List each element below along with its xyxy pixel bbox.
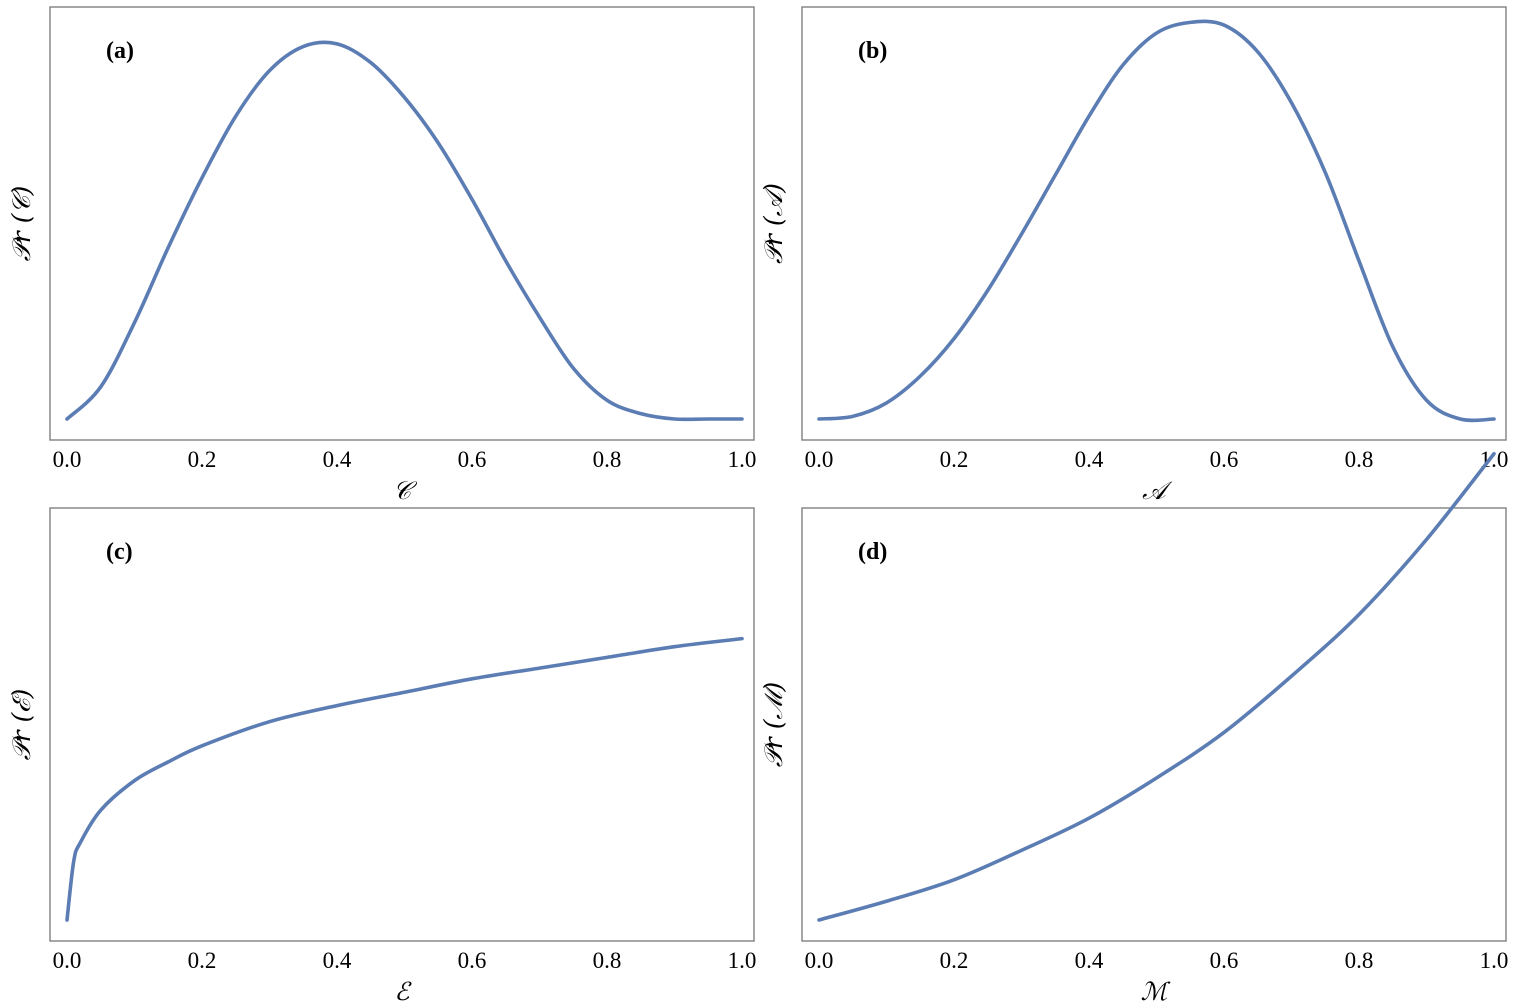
panel-c-x-tick-label: 0.2: [188, 948, 217, 973]
panel-c-x-ticks: 0.0 0.2 0.4 0.6 0.8 1.0: [53, 948, 757, 973]
panel-d-label: (d): [858, 539, 887, 565]
panel-c: (c) ℰ 𝒫r (ℰ) 0.0 0.2 0.4 0.6 0.8 1.0: [7, 507, 757, 1006]
panel-d-x-tick-label: 1.0: [1480, 948, 1509, 973]
panel-c-x-tick-label: 1.0: [728, 948, 757, 973]
panel-c-x-tick-label: 0.4: [323, 948, 352, 973]
panel-c-x-axis-label: ℰ: [394, 977, 412, 1006]
panel-d-x-tick-label: 0.8: [1345, 948, 1374, 973]
panel-a-x-axis-label: 𝒞: [393, 476, 418, 505]
panel-b-x-tick-label: 0.0: [805, 447, 834, 472]
panel-a-x-tick-label: 0.6: [458, 447, 487, 472]
panel-d-curve: [817, 451, 1496, 922]
panel-c-x-tick-label: 0.6: [458, 948, 487, 973]
panel-d-x-tick-label: 0.2: [940, 948, 969, 973]
panel-c-frame: [49, 507, 755, 942]
panel-a-x-tick-label: 0.4: [323, 447, 352, 472]
panel-d-frame: [801, 507, 1507, 942]
panel-b-x-tick-label: 0.8: [1345, 447, 1374, 472]
panel-b-x-ticks: 0.0 0.2 0.4 0.6 0.8 1.0: [805, 447, 1509, 472]
panel-a-frame: [49, 6, 755, 441]
panel-c-x-tick-label: 0.0: [53, 948, 82, 973]
panel-d-x-tick-label: 0.6: [1210, 948, 1239, 973]
panel-c-y-axis-label: 𝒫r (ℰ): [7, 689, 36, 761]
panel-a-x-tick-label: 1.0: [728, 447, 757, 472]
panel-b-x-tick-label: 0.4: [1075, 447, 1104, 472]
panel-b-frame: [801, 6, 1507, 441]
panel-a-x-ticks: 0.0 0.2 0.4 0.6 0.8 1.0: [53, 447, 757, 472]
panel-d-x-tick-label: 0.0: [805, 948, 834, 973]
panel-d-x-axis-label: ℳ: [1141, 977, 1171, 1006]
panel-c-label: (c): [106, 539, 133, 565]
panel-b-curve: [817, 19, 1496, 423]
panel-a-curve: [65, 40, 744, 422]
panel-d-x-ticks: 0.0 0.2 0.4 0.6 0.8 1.0: [805, 948, 1509, 973]
panel-a: (a) 𝒞 𝒫r (𝒞) 0.0 0.2 0.4 0.6 0.8 1.0: [7, 6, 757, 505]
panel-b-x-tick-label: 0.2: [940, 447, 969, 472]
panel-a-x-tick-label: 0.0: [53, 447, 82, 472]
panel-c-x-tick-label: 0.8: [593, 948, 622, 973]
panel-b-x-tick-label: 0.6: [1210, 447, 1239, 472]
panel-a-x-tick-label: 0.2: [188, 447, 217, 472]
panel-d-x-tick-label: 0.4: [1075, 948, 1104, 973]
panel-d-y-axis-label: 𝒫r (ℳ): [759, 682, 788, 767]
panel-b-x-axis-label: 𝒜: [1142, 476, 1173, 505]
panel-a-label: (a): [106, 38, 134, 64]
panel-b-y-axis-label: 𝒫r (𝒜): [759, 183, 788, 264]
panel-a-x-tick-label: 0.8: [593, 447, 622, 472]
panel-d: (d) ℳ 𝒫r (ℳ) 0.0 0.2 0.4 0.6 0.8 1.0: [759, 451, 1509, 1006]
panel-b: (b) 𝒜 𝒫r (𝒜) 0.0 0.2 0.4 0.6 0.8 1.0: [759, 6, 1509, 505]
panel-c-curve: [65, 636, 744, 922]
panel-a-y-axis-label: 𝒫r (𝒞): [7, 186, 36, 262]
panel-b-label: (b): [858, 38, 887, 64]
